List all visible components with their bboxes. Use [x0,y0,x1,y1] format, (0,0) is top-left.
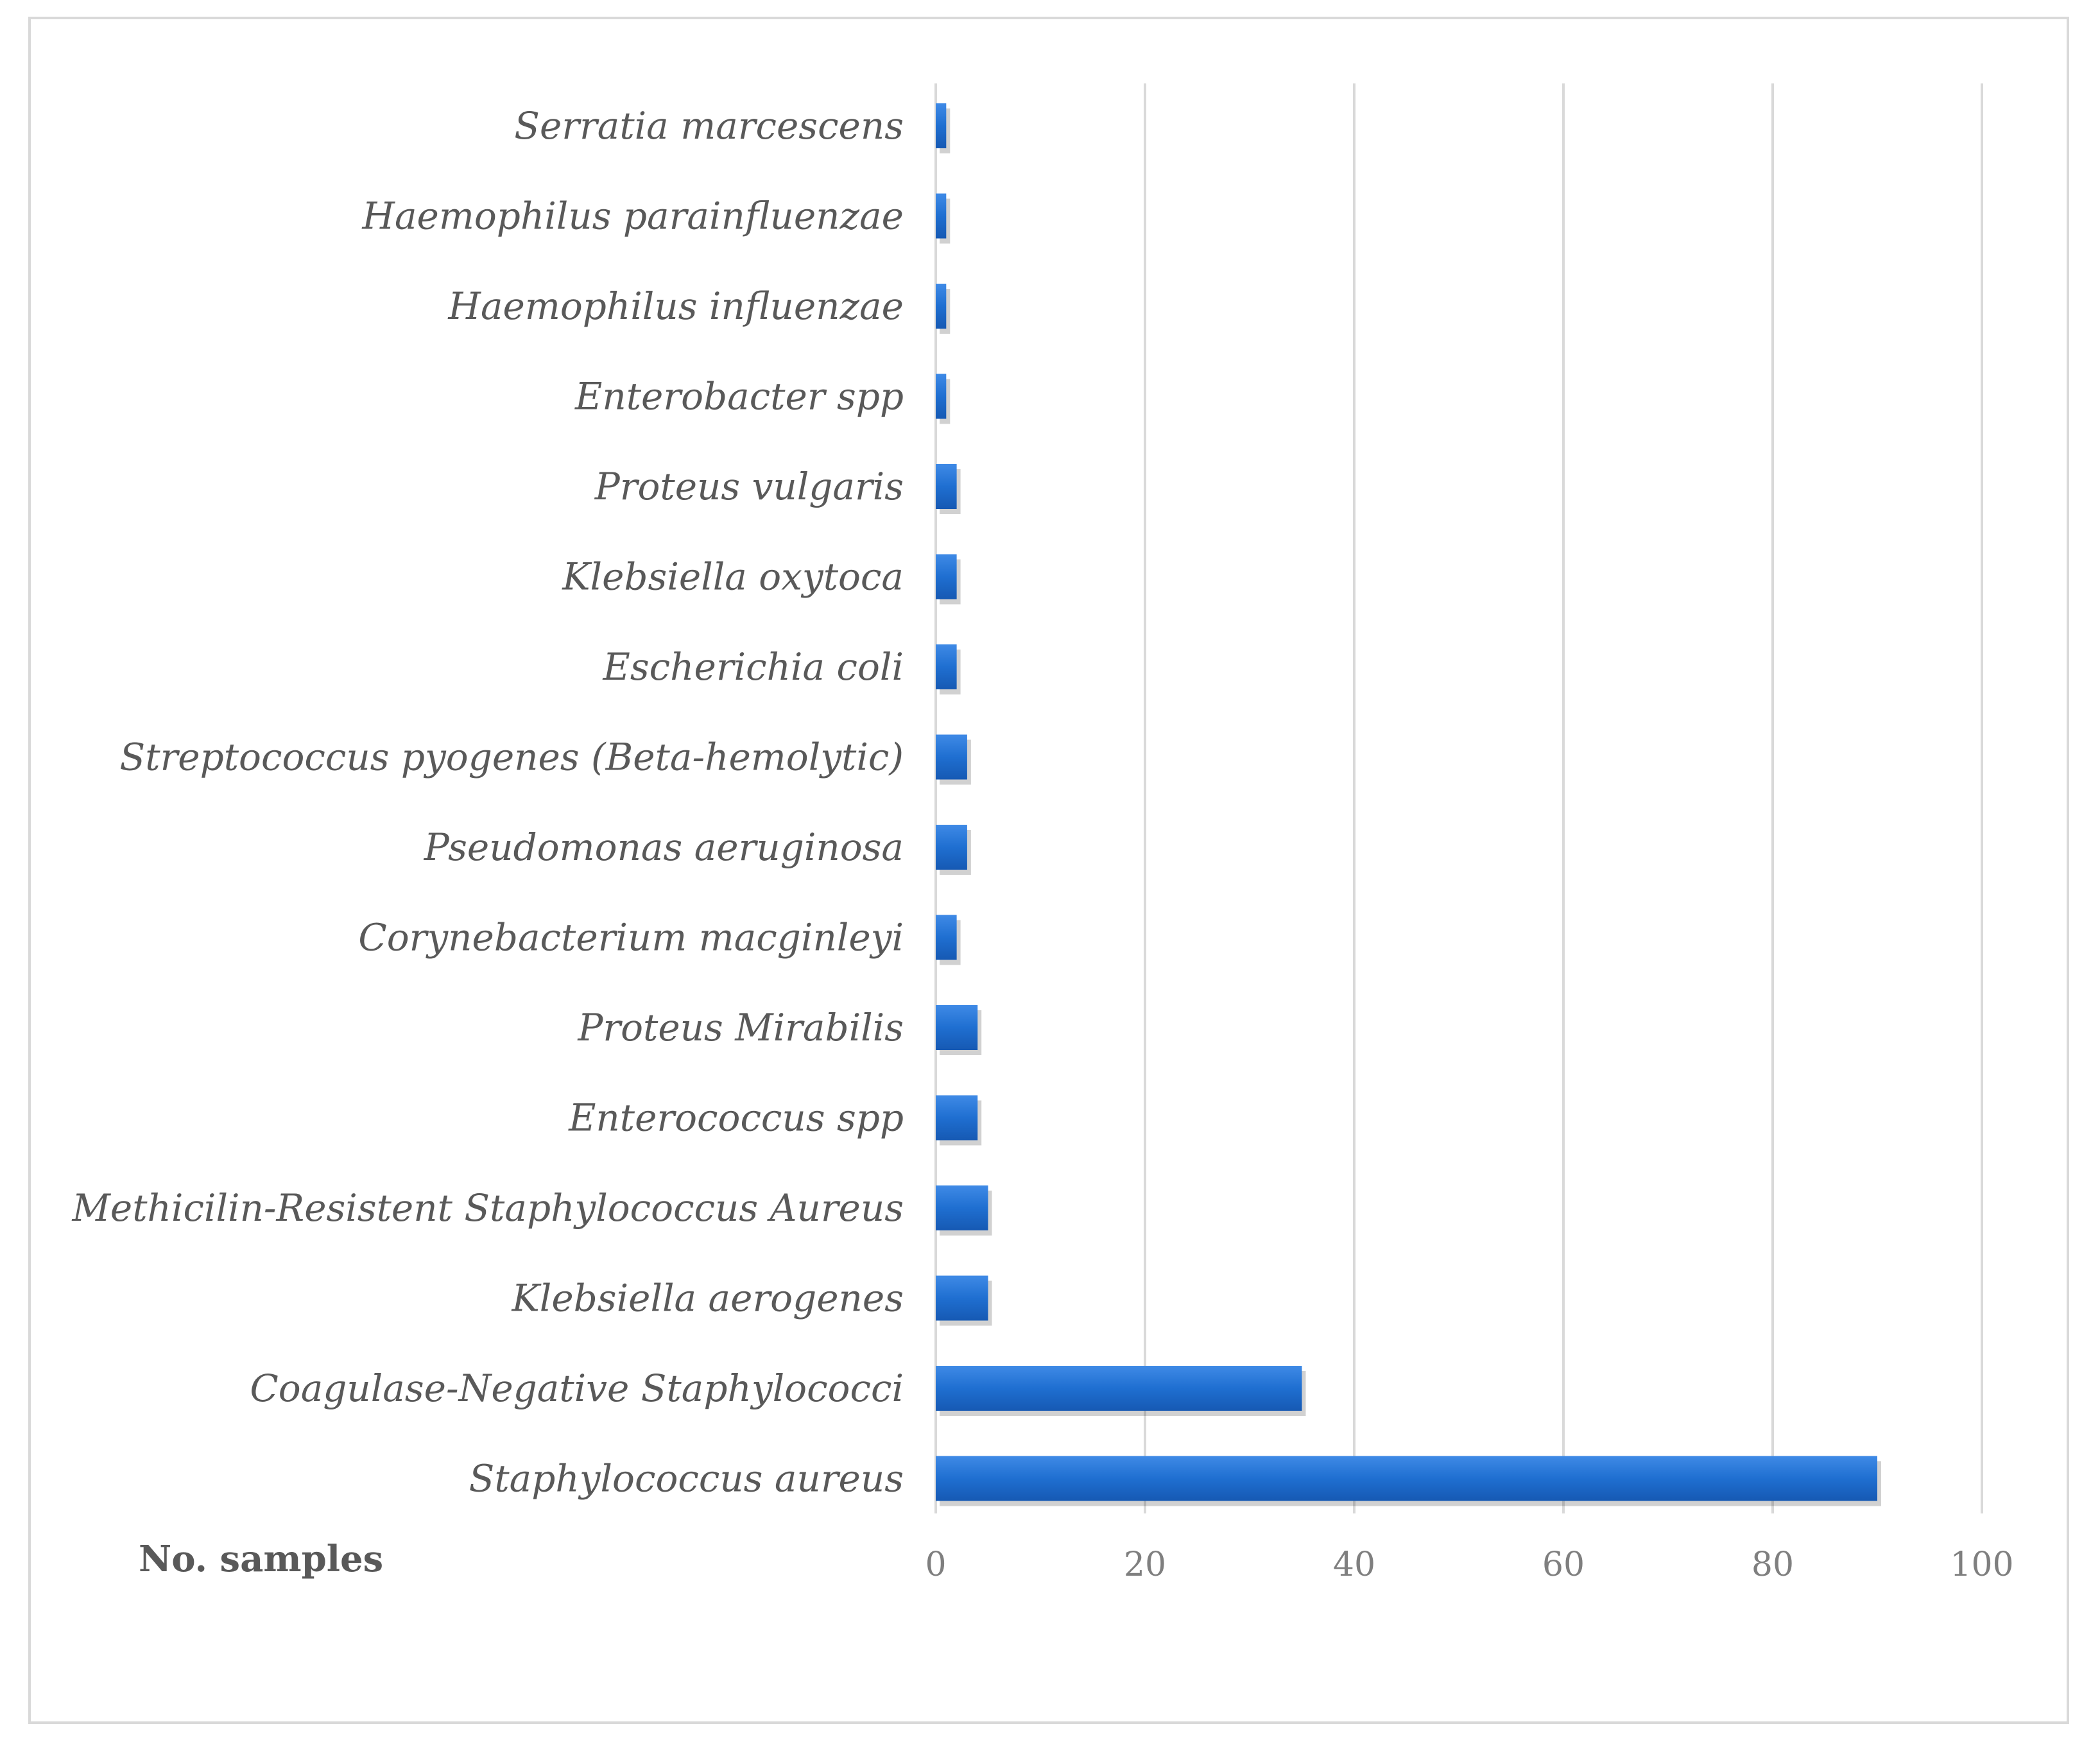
category-label: Enterobacter spp [574,375,904,418]
bar [936,734,967,780]
category-label: Proteus Mirabilis [577,1006,904,1049]
x-tick-label: 0 [925,1546,946,1584]
bar [936,825,967,870]
bar [936,1366,1302,1411]
category-label: Methicilin-Resistent Staphylococcus Aure… [72,1186,904,1230]
bar [936,284,947,329]
category-label: Klebsiella aerogenes [511,1277,904,1320]
category-label: Haemophilus parainfluenzae [361,194,904,238]
gridlines [934,83,1983,1513]
x-tick-label: 100 [1950,1546,2013,1584]
category-label: Coagulase-Negative Staphylococci [250,1366,904,1410]
x-tick-label: 60 [1542,1546,1585,1584]
x-tick-label: 20 [1124,1546,1166,1584]
bar [936,464,957,509]
bar [936,915,957,960]
bar [936,1275,988,1321]
category-label: Klebsiella oxytoca [562,555,904,599]
x-axis-title: No. samples [139,1538,383,1580]
bar-chart: Serratia marcescens Haemophilus parainflu… [72,83,2014,1584]
figure-frame: Serratia marcescens Haemophilus parainflu… [28,17,2069,1724]
bars [936,103,1881,1506]
category-label: Enterococcus spp [568,1096,904,1140]
bar [936,644,957,689]
category-label: Staphylococcus aureus [469,1457,904,1501]
x-tick-label: 40 [1333,1546,1375,1584]
category-label: Proteus vulgaris [594,465,904,508]
category-label: Escherichia coli [603,645,904,689]
category-labels: Serratia marcescens Haemophilus parainflu… [72,104,904,1501]
bar [936,1185,988,1230]
bar [936,1095,978,1141]
category-label: Pseudomonas aeruginosa [424,825,904,869]
category-label: Streptococcus pyogenes (Beta-hemolytic) [120,736,904,779]
bar [936,1005,978,1050]
bar [936,374,947,419]
category-label: Serratia marcescens [514,104,904,148]
bar [936,103,947,148]
x-tick-label: 80 [1751,1546,1794,1584]
bar [936,554,957,599]
bar [936,193,947,239]
category-label: Haemophilus influenzae [447,284,904,328]
category-label: Corynebacterium macginleyi [358,916,904,960]
x-tick-labels: 0 20 40 60 80 100 [925,1546,2013,1584]
bar [936,1456,1877,1501]
